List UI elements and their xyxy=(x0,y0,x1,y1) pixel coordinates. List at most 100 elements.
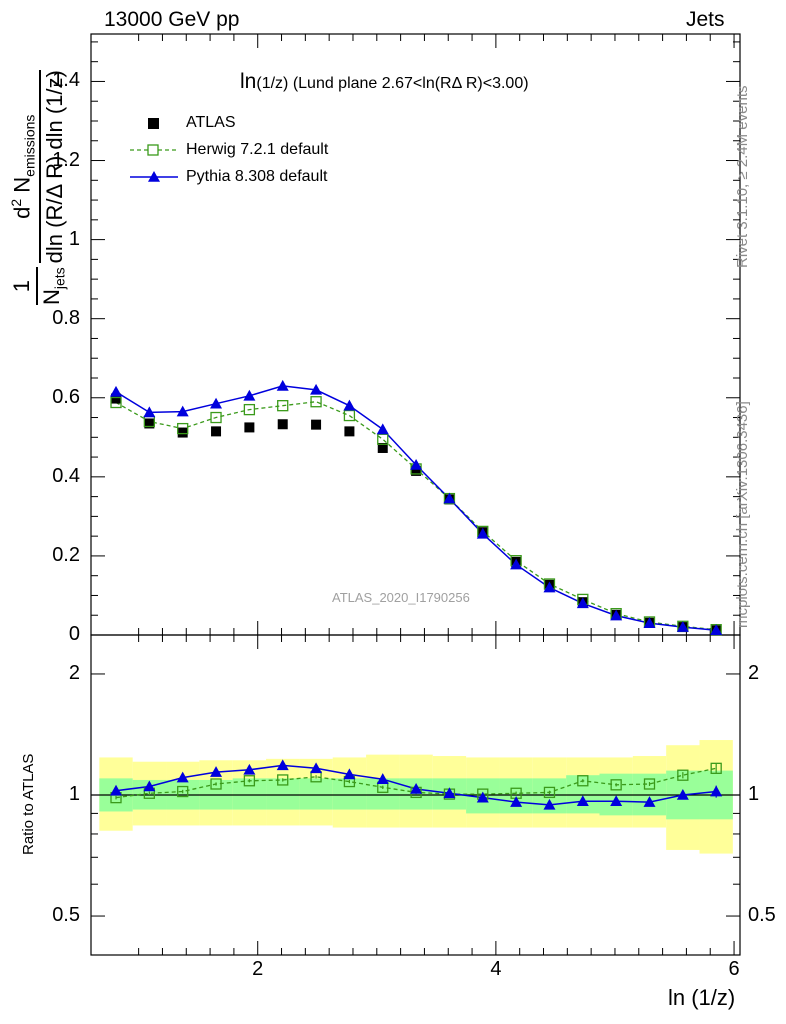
ytitle-njets: Njets xyxy=(38,267,68,305)
herwig-ratio-point xyxy=(677,769,689,781)
pythia-ratio-point xyxy=(510,796,523,807)
herwig-ratio-point xyxy=(577,775,589,787)
legend-marker-atlas xyxy=(148,118,159,129)
pythia-ratio-point xyxy=(643,796,656,807)
atlas-point xyxy=(111,393,122,404)
pythia-ratio-point xyxy=(176,771,189,783)
pythia-ratio-point xyxy=(476,791,489,803)
atlas-point xyxy=(411,465,422,476)
ratio-y-tick-label-left: 2 xyxy=(68,661,80,684)
herwig-point xyxy=(177,422,189,435)
pythia-ratio-point xyxy=(576,795,589,807)
x-tick-label: 4 xyxy=(490,958,502,980)
pythia-point xyxy=(676,621,689,632)
herwig-ratio-point xyxy=(277,774,289,786)
pythia-ratio-point xyxy=(343,768,356,780)
pythia-point xyxy=(376,423,389,435)
pythia-ratio-point xyxy=(376,773,389,784)
pythia-ratio-point xyxy=(710,785,723,797)
herwig-point xyxy=(210,411,222,424)
herwig-point xyxy=(110,396,122,409)
pythia-point xyxy=(143,406,156,418)
legend-marker-pythia xyxy=(148,171,160,182)
ratio-y-tick-label-right: 0.5 xyxy=(748,904,776,927)
header-process-label: Jets xyxy=(686,8,725,31)
pythia-ratio-point xyxy=(543,798,556,810)
main-y-tick-label: 0.8 xyxy=(52,306,80,329)
atlas-point xyxy=(244,422,255,433)
legend-label-pythia: Pythia 8.308 default xyxy=(186,168,328,185)
annotation-rest: (Lund plane 2.67<ln(RΔ R)<3.00) xyxy=(292,75,529,92)
main-y-tick-label: 1 xyxy=(68,227,80,250)
ytitle-fraction-1: 1 Njets xyxy=(9,267,67,305)
main-panel-series xyxy=(110,379,723,636)
herwig-point xyxy=(377,433,389,445)
x-tick-label: 6 xyxy=(728,958,740,980)
pythia-ratio-point xyxy=(310,762,323,774)
pythia-point xyxy=(276,379,289,391)
ratio-y-axis-title: Ratio to ATLAS xyxy=(20,753,37,855)
annotation-arg: (1/z) xyxy=(256,75,289,92)
legend-marker-herwig xyxy=(147,144,159,156)
main-y-tick-label: 0.6 xyxy=(52,385,80,408)
ratio-y-tick-label-right: 2 xyxy=(748,661,760,684)
pythia-point xyxy=(243,389,256,401)
herwig-ratio-point xyxy=(643,778,656,790)
ratio-y-tick-label-left: 0.5 xyxy=(52,904,80,927)
plot-annotation: ln(1/z) (Lund plane 2.67<ln(RΔ R)<3.00) xyxy=(240,70,529,94)
main-y-tick-label: 1.2 xyxy=(52,148,80,171)
pythia-point xyxy=(343,399,356,411)
ratio-y-tick-label-right: 1 xyxy=(748,783,760,805)
analysis-watermark: ATLAS_2020_I1790256 xyxy=(332,590,470,605)
x-tick-label: 2 xyxy=(252,958,264,980)
atlas-point xyxy=(177,427,188,438)
atlas-point xyxy=(144,418,155,429)
herwig-ratio-point xyxy=(177,785,189,798)
legend-markers xyxy=(130,118,178,182)
atlas-point xyxy=(211,426,222,437)
main-y-tick-label: 1.4 xyxy=(52,69,80,92)
main-y-tick-label: 0.2 xyxy=(52,543,80,566)
atlas-point xyxy=(277,419,288,430)
main-y-tick-label: 0.4 xyxy=(52,464,80,487)
pythia-point xyxy=(543,581,556,593)
pythia-point xyxy=(210,397,223,409)
legend-label-herwig: Herwig 7.2.1 default xyxy=(186,141,329,158)
pythia-point xyxy=(176,405,189,417)
pythia-point xyxy=(443,492,456,504)
axis-ticks xyxy=(91,34,740,956)
ytitle-numerator: d2 Nemissions xyxy=(8,114,38,219)
herwig-point xyxy=(243,403,256,416)
pythia-point xyxy=(510,558,523,570)
atlas-point xyxy=(377,442,388,453)
pythia-ratio-point xyxy=(143,780,156,792)
herwig-ratio-point xyxy=(243,775,256,787)
inner-band-bin xyxy=(299,778,333,810)
herwig-ratio-point xyxy=(710,762,722,774)
inner-band-bin xyxy=(499,778,533,814)
pythia-point xyxy=(643,617,656,628)
header-energy-label: 13000 GeV pp xyxy=(104,8,240,31)
pythia-point xyxy=(310,383,323,395)
atlas-point xyxy=(311,419,322,430)
main-y-axis-title: 1 Njets d2 Nemissions dln (R/Δ R) dln (1… xyxy=(8,66,68,305)
inner-band-bin xyxy=(266,778,300,810)
herwig-point xyxy=(277,400,289,412)
herwig-point xyxy=(310,396,322,408)
pythia-point xyxy=(576,597,589,609)
annotation-prefix: ln xyxy=(240,70,257,93)
mcplots-label: mcplots.cern.ch [arXiv:1306.3436] xyxy=(734,401,751,628)
main-y-tick-label: 0 xyxy=(68,623,80,645)
herwig-ratio-point xyxy=(610,779,622,791)
pythia-point xyxy=(610,609,623,621)
pythia-ratio-point xyxy=(610,795,623,807)
ratio-y-tick-label-left: 1 xyxy=(68,783,80,805)
inner-band-bin xyxy=(232,778,267,810)
pythia-ratio-point xyxy=(410,782,423,794)
ytitle-one: 1 xyxy=(8,280,34,293)
herwig-ratio-point xyxy=(543,786,556,799)
pythia-point xyxy=(710,624,723,635)
ratio-panel-series xyxy=(110,759,723,810)
pythia-ratio-point xyxy=(243,763,256,775)
